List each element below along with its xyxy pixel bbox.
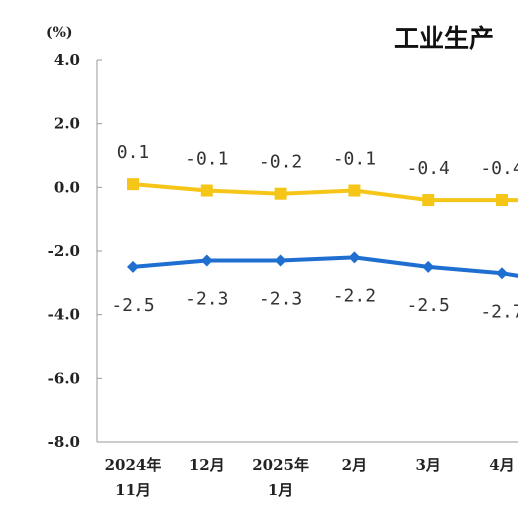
data-label: -2.3 <box>259 289 302 310</box>
data-label: -0.1 <box>185 149 228 170</box>
data-label: -2.5 <box>407 295 450 316</box>
data-labels: 0.1 -0.1 -0.2 -0.1 -0.4 -0.4 -2.5 -2.3 -2.3 -2.2 -… <box>111 142 518 322</box>
x-tick-label: 3月 <box>415 456 440 474</box>
y-tick-label: 2.0 <box>54 115 80 133</box>
data-label: -0.2 <box>259 152 302 173</box>
data-point <box>348 184 361 197</box>
x-tick-label: 11月 <box>115 481 151 499</box>
x-tick-label: 2024年 <box>105 456 162 474</box>
data-label: -2.3 <box>185 289 228 310</box>
data-point <box>274 254 287 267</box>
data-point <box>422 194 435 207</box>
x-tick-labels: 2024年 11月 12月 2025年 1月 2月 3月 4月 <box>105 456 515 499</box>
data-point <box>274 187 287 200</box>
y-tick-label: -4.0 <box>48 306 80 324</box>
data-point <box>496 267 508 280</box>
y-tick-label: -2.0 <box>48 242 80 260</box>
data-point <box>200 254 213 267</box>
data-point <box>200 184 213 197</box>
chart-title: 工业生产 <box>394 24 494 53</box>
data-point <box>127 260 139 273</box>
data-label: 0.1 <box>117 142 150 163</box>
x-tick-label: 1月 <box>268 481 293 499</box>
series-line <box>132 182 518 203</box>
data-label: -0.1 <box>333 149 376 170</box>
data-label: -2.7 <box>480 301 518 322</box>
y-tick-label: -6.0 <box>48 369 80 387</box>
x-tick-label: 2月 <box>342 456 367 474</box>
x-tick-label: 12月 <box>189 456 225 474</box>
data-label: -2.2 <box>333 285 376 306</box>
x-tick-label: 4月 <box>489 456 514 474</box>
data-point <box>496 194 508 207</box>
y-tick-labels: 4.0 2.0 0.0 -2.0 -4.0 -6.0 -8.0 <box>48 51 102 451</box>
data-point <box>348 251 361 264</box>
data-label: -2.5 <box>111 295 154 316</box>
y-tick-label: 0.0 <box>54 178 80 196</box>
y-tick-label: -8.0 <box>48 433 80 451</box>
series-line <box>132 255 518 278</box>
data-label: -0.4 <box>407 158 450 179</box>
x-tick-label: 2025年 <box>252 456 309 474</box>
y-tick-label: 4.0 <box>54 51 80 69</box>
data-point <box>127 178 139 191</box>
series-layer <box>127 178 518 280</box>
data-point <box>422 260 435 273</box>
y-unit-label: (%) <box>46 25 73 41</box>
data-label: -0.4 <box>480 158 518 179</box>
